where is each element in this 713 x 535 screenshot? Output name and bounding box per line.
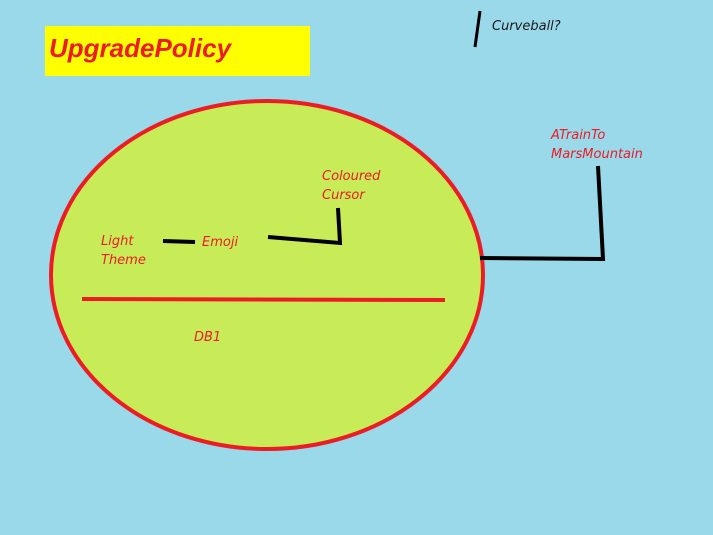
curveball-mark [473,10,482,48]
light-theme-label: Light Theme [101,232,146,270]
emoji-cursor-connector [267,207,343,246]
train-label-line2: MarsMountain [551,147,643,162]
light-theme-label-line2: Theme [101,253,146,268]
ellipse-divider-line [81,297,446,302]
ellipse-train-connector [479,165,606,262]
light-theme-emoji-connector [162,239,196,244]
db1-label: DB1 [194,330,222,345]
coloured-cursor-label: Coloured Cursor [322,167,380,205]
title-box: UpgradePolicy [45,26,310,76]
train-label-line1: ATrainTo [551,128,606,143]
train-label: ATrainTo MarsMountain [551,126,643,164]
coloured-cursor-label-line1: Coloured [322,169,381,184]
curveball-label: Curveball? [492,19,561,34]
db1-ellipse [49,99,485,451]
coloured-cursor-label-line2: Cursor [322,188,365,203]
diagram-title: UpgradePolicy [49,33,232,63]
emoji-label: Emoji [202,235,239,250]
light-theme-label-line1: Light [101,234,134,249]
